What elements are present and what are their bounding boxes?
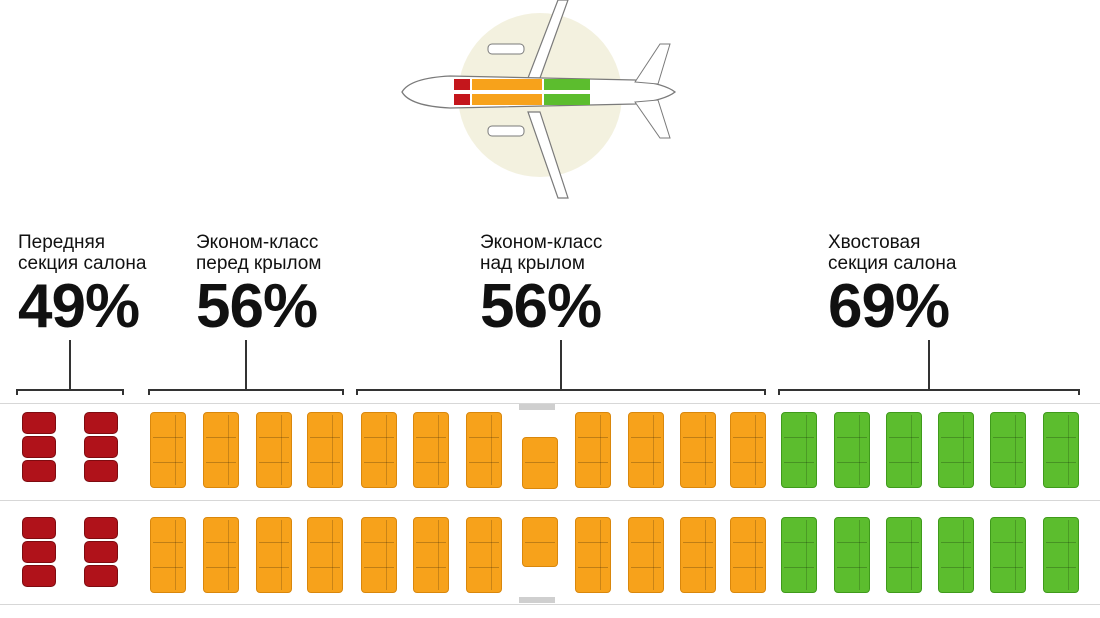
cabin-aisle-line	[0, 500, 1100, 501]
seat-block-tail	[886, 412, 922, 488]
section-tail-name-line1: Хвостовая	[828, 232, 921, 253]
bracket-pre-wing	[148, 340, 344, 395]
section-pre-wing-name-line1: Эконом-класс	[196, 232, 319, 253]
cabin-wall-bottom	[0, 604, 1100, 605]
section-over-wing: Эконом-класс над крылом 56%	[480, 232, 602, 338]
seat-block-pre_wing	[256, 517, 292, 593]
seat-exit-row	[522, 437, 558, 489]
seat-block-tail	[1043, 412, 1079, 488]
seat-block-tail	[834, 517, 870, 593]
seat-block-pre_wing	[150, 517, 186, 593]
seat-block-over_wing	[575, 517, 611, 593]
seat-block-over_wing	[361, 412, 397, 488]
seat-block-pre_wing	[203, 412, 239, 488]
seat-block-over_wing	[730, 412, 766, 488]
seat-block-front	[20, 517, 58, 591]
section-over-wing-name-line2: над крылом	[480, 253, 585, 274]
seat-block-tail	[938, 517, 974, 593]
section-pre-wing-name-line2: перед крылом	[196, 253, 322, 274]
seat-block-pre_wing	[307, 517, 343, 593]
exit-marker-top	[519, 404, 555, 410]
section-front: Передняя секция салона 49%	[18, 232, 146, 338]
seat-block-pre_wing	[150, 412, 186, 488]
section-tail-name-line2: секция салона	[828, 253, 957, 274]
bracket-tail	[778, 340, 1080, 395]
seat-block-over_wing	[680, 412, 716, 488]
cabin-wall-top	[0, 403, 1100, 404]
seat-block-over_wing	[466, 517, 502, 593]
seat-exit-row	[522, 517, 558, 567]
seat-block-pre_wing	[256, 412, 292, 488]
seat-block-tail	[781, 412, 817, 488]
bracket-front	[16, 340, 124, 395]
section-over-wing-name-line1: Эконом-класс	[480, 232, 603, 253]
section-pre-wing-percent: 56%	[196, 272, 318, 341]
seat-block-tail	[1043, 517, 1079, 593]
seat-block-pre_wing	[203, 517, 239, 593]
seat-block-over_wing	[413, 412, 449, 488]
seat-block-over_wing	[628, 412, 664, 488]
seat-block-over_wing	[628, 517, 664, 593]
section-front-name-line1: Передняя	[18, 232, 106, 253]
seat-block-tail	[990, 412, 1026, 488]
exit-marker-bottom	[519, 597, 555, 603]
seat-block-over_wing	[680, 517, 716, 593]
section-front-name-line2: секция салона	[18, 253, 147, 274]
seat-block-over_wing	[575, 412, 611, 488]
seat-block-tail	[990, 517, 1026, 593]
seat-block-front	[20, 412, 58, 486]
section-tail: Хвостовая секция салона 69%	[828, 232, 956, 338]
airplane-icon	[401, 0, 677, 199]
seat-block-tail	[781, 517, 817, 593]
section-tail-percent: 69%	[828, 272, 950, 341]
seat-block-tail	[938, 412, 974, 488]
section-pre-wing: Эконом-класс перед крылом 56%	[196, 232, 321, 338]
seat-block-over_wing	[730, 517, 766, 593]
seat-block-over_wing	[361, 517, 397, 593]
bracket-over-wing	[356, 340, 766, 395]
seat-block-over_wing	[413, 517, 449, 593]
seat-block-tail	[886, 517, 922, 593]
seat-block-front	[82, 412, 120, 486]
section-over-wing-percent: 56%	[480, 272, 602, 341]
seat-block-pre_wing	[307, 412, 343, 488]
seat-block-front	[82, 517, 120, 591]
seat-block-over_wing	[466, 412, 502, 488]
seat-block-tail	[834, 412, 870, 488]
section-front-percent: 49%	[18, 272, 140, 341]
